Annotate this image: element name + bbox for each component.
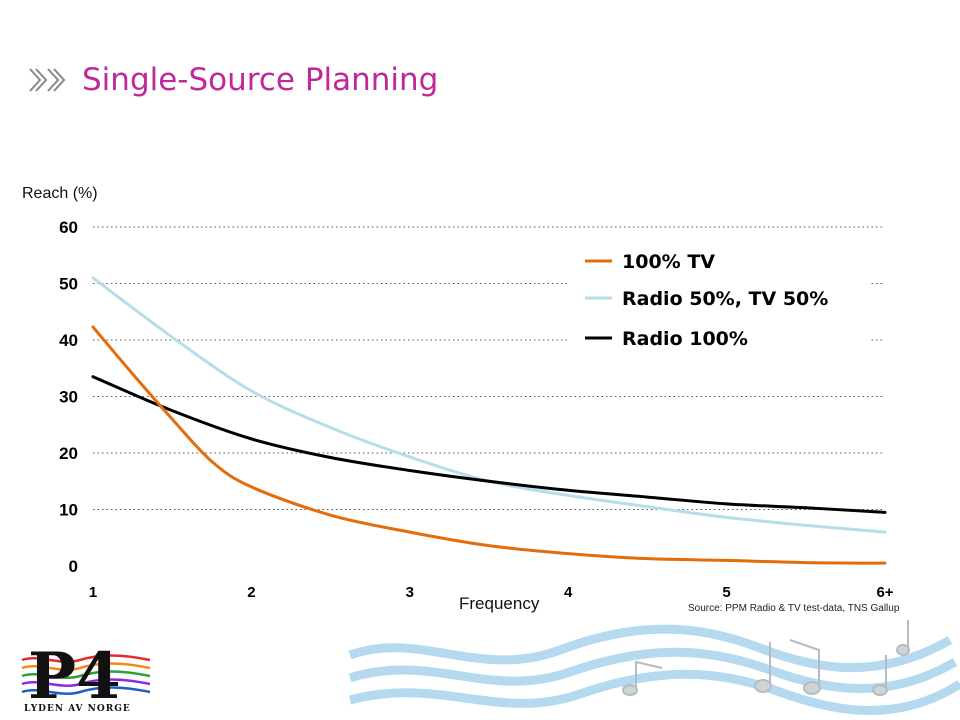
line-chart: 0 10 20 30 40 50 60 1 2 3 4 5 6+ Reach (%) Frequency 10… [22, 185, 894, 613]
legend-box [570, 238, 870, 358]
page-title: Single-Source Planning [82, 62, 439, 98]
svg-text:P4: P4 [28, 640, 121, 706]
y-tick-label: 50 [59, 275, 78, 294]
y-tick-label: 20 [59, 444, 78, 463]
series-line-2 [91, 375, 887, 514]
y-tick-label: 30 [59, 388, 78, 407]
x-tick-label: 3 [406, 584, 414, 601]
x-tick-label: 6+ [876, 584, 893, 601]
x-axis-label: Frequency [459, 594, 540, 613]
series-line-1 [91, 276, 887, 534]
logo-tagline: LYDEN AV NORGE [24, 704, 131, 714]
series-line-0 [91, 325, 887, 565]
y-tick-label: 0 [69, 557, 78, 576]
x-tick-label: 5 [722, 584, 730, 601]
y-axis-label: Reach (%) [22, 185, 98, 202]
p4-logo: P4 [21, 640, 151, 706]
y-tick-label: 40 [59, 331, 78, 350]
x-tick-label: 2 [247, 584, 255, 601]
y-tick-label: 10 [59, 501, 78, 520]
x-tick-label: 4 [564, 584, 573, 601]
double-chevron-right-icon [29, 68, 66, 92]
legend-label: 100% TV [622, 251, 715, 273]
x-tick-label: 1 [89, 584, 97, 601]
legend-label: Radio 100% [622, 328, 748, 350]
header: Single-Source Planning [28, 58, 438, 102]
source-note: Source: PPM Radio & TV test-data, TNS Ga… [688, 603, 900, 614]
legend-label: Radio 50%, TV 50% [622, 288, 828, 310]
y-tick-label: 60 [59, 218, 78, 237]
